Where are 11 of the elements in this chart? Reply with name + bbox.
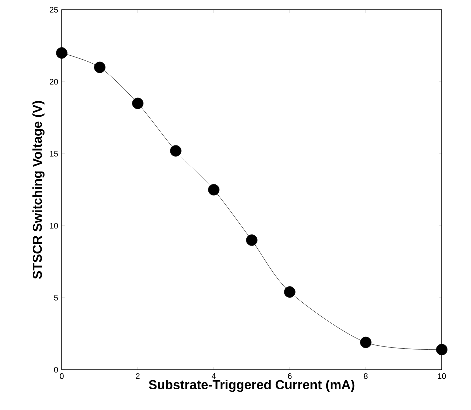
point <box>208 184 220 196</box>
point <box>132 98 144 110</box>
point <box>360 336 372 348</box>
point <box>284 286 296 298</box>
point <box>246 234 258 246</box>
point <box>56 48 68 59</box>
point <box>94 62 106 74</box>
point <box>436 344 448 356</box>
y-axis-title: STSCR Switching Voltage (V) <box>32 101 45 280</box>
x-axis-title: Substrate-Triggered Current (mA) <box>149 380 355 392</box>
point <box>170 145 182 157</box>
